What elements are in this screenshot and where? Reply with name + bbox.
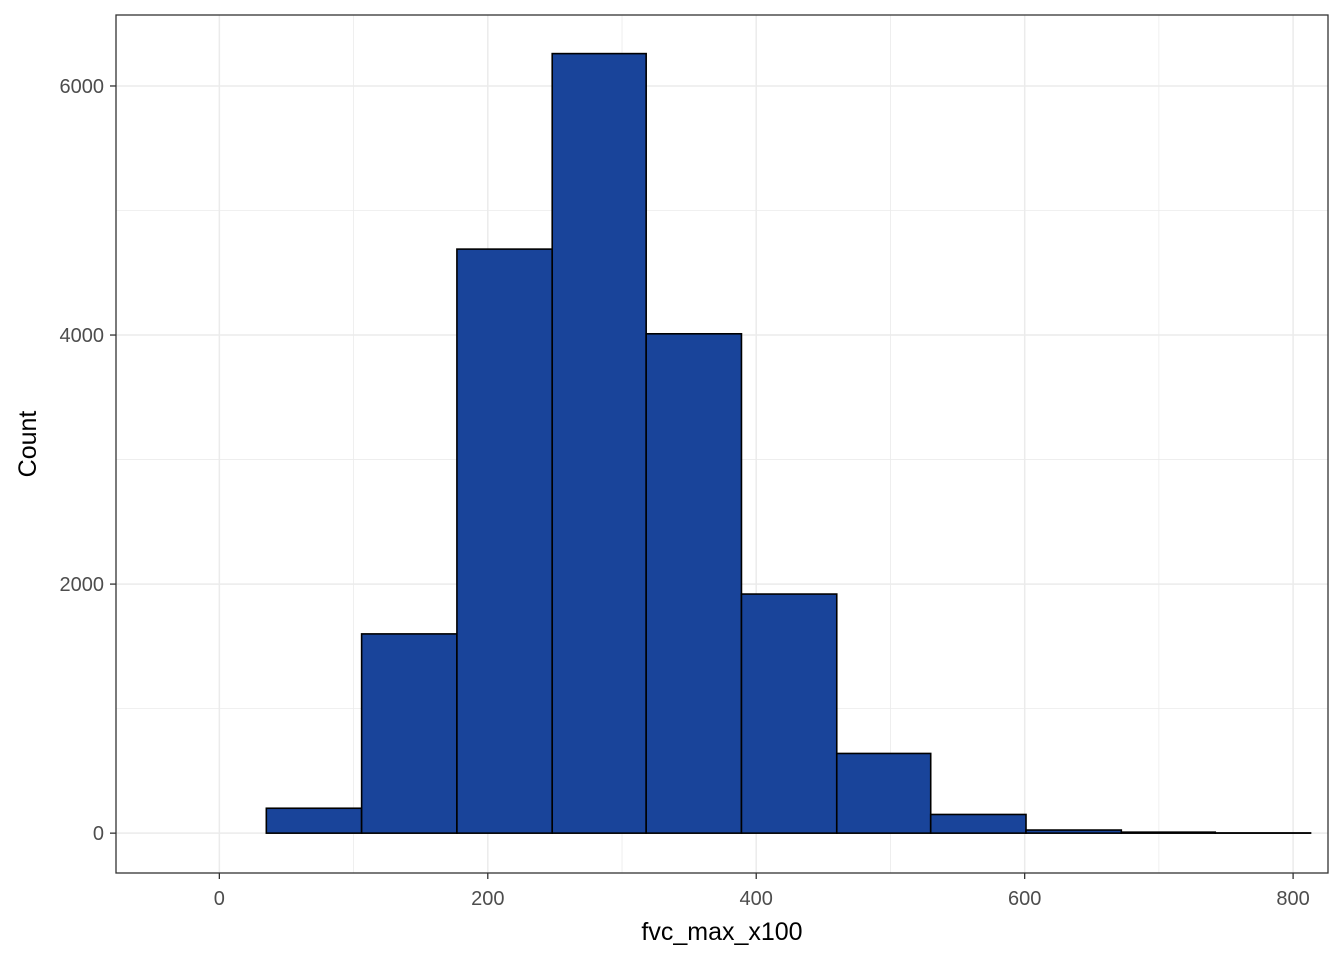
x-tick-label: 600 [1008,888,1041,910]
y-axis-title: Count [14,411,42,478]
plot-panel-border [115,14,1329,874]
x-axis-ticks: 0 200 400 600 800 [214,873,1310,910]
y-tick-label: 0 [93,823,104,845]
histogram-bar [645,332,743,834]
x-tick-label: 0 [214,888,225,910]
histogram-bar [551,52,647,834]
x-tick-label: 200 [471,888,504,910]
histogram-bar [835,752,932,834]
x-axis-title: fvc_max_x100 [641,918,802,946]
histogram-bar [456,248,554,834]
histogram-bars [265,52,1312,834]
x-tick-label: 400 [740,888,773,910]
histogram-bar [929,813,1027,834]
y-tick-label: 6000 [60,76,105,98]
histogram-bar [740,593,838,834]
histogram-bar [360,633,458,834]
histogram-bar [265,807,363,834]
y-tick-label: 2000 [60,574,105,596]
x-tick-label: 800 [1276,888,1309,910]
histogram-bar [1120,831,1217,834]
y-axis-ticks: 0 2000 4000 6000 [60,76,116,845]
y-tick-label: 4000 [60,325,105,347]
histogram-bar [1025,829,1123,834]
